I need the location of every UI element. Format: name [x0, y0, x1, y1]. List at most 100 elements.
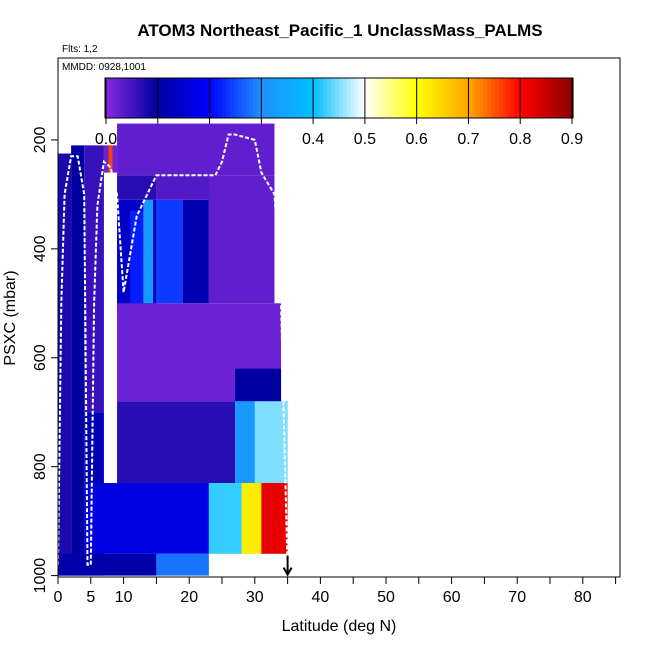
colorbar-swatch	[569, 78, 574, 118]
colorbar-swatch	[124, 78, 129, 118]
colorbar-swatch	[452, 78, 457, 118]
colorbar-swatch	[233, 78, 239, 118]
colorbar-swatch	[210, 78, 215, 118]
colorbar-swatch	[280, 78, 285, 118]
colorbar-swatch	[128, 78, 133, 118]
colorbar-swatch	[268, 78, 274, 118]
colorbar-swatch	[534, 78, 539, 118]
colorbar-swatch	[510, 78, 516, 118]
colorbar-swatch	[140, 78, 145, 118]
colorbar-swatch	[194, 78, 200, 118]
y-tick-label: 600	[32, 344, 49, 371]
colorbar-swatch	[537, 78, 543, 118]
colorbar-swatch	[237, 78, 243, 118]
colorbar-swatch	[393, 78, 399, 118]
colorbar-swatch	[190, 78, 196, 118]
colorbar-swatch	[432, 78, 438, 118]
colorbar-swatch	[502, 78, 508, 118]
colorbar-swatch	[307, 78, 313, 118]
colorbar-swatch	[350, 78, 356, 118]
colorbar-swatch	[506, 78, 512, 118]
colorbar-swatch	[144, 78, 149, 118]
colorbar-swatch	[370, 78, 375, 118]
heatmap-cell	[208, 483, 242, 554]
colorbar-swatch	[198, 78, 204, 118]
x-tick-label: 5	[86, 589, 95, 606]
colorbar-swatch	[136, 78, 141, 118]
colorbar-swatch	[257, 78, 262, 118]
x-tick-label: 10	[115, 589, 133, 606]
colorbar-swatch	[405, 78, 410, 118]
colorbar-swatch	[225, 78, 231, 118]
colorbar-swatch	[413, 78, 418, 118]
colorbar-swatch	[167, 78, 172, 118]
flight-track-line	[57, 133, 289, 571]
heatmap-cell	[254, 401, 288, 484]
colorbar-swatch	[565, 78, 570, 118]
colorbar-swatch	[424, 78, 430, 118]
colorbar-swatch	[319, 78, 324, 118]
colorbar-tick-label: 0.7	[457, 131, 479, 148]
colorbar-swatch	[561, 78, 566, 118]
colorbar-swatch	[346, 78, 352, 118]
colorbar-swatch	[272, 78, 278, 118]
colorbar-swatch	[483, 78, 488, 118]
colorbar-swatch	[444, 78, 449, 118]
colorbar-swatch	[358, 78, 363, 118]
colorbar-swatch	[183, 78, 188, 118]
colorbar-swatch	[459, 78, 465, 118]
colorbar-swatch	[389, 78, 395, 118]
colorbar-swatch	[147, 78, 153, 118]
heatmap-cell	[58, 553, 157, 576]
heatmap-cell	[117, 401, 236, 484]
end-arrow-head	[282, 567, 293, 577]
colorbar-swatch	[401, 78, 406, 118]
x-axis: 0 5 10 20 30 40 50 60 70 80	[54, 577, 617, 606]
colorbar-swatch	[206, 78, 211, 118]
heatmap-cell	[108, 145, 113, 173]
plot-frame	[57, 57, 621, 578]
colorbar-swatch	[186, 78, 192, 118]
colorbar-swatch	[381, 78, 387, 118]
colorbar-swatch	[417, 78, 422, 118]
y-tick-label: 200	[32, 126, 49, 153]
y-axis-label: PSXC (mbar)	[2, 270, 19, 365]
heatmap-cell	[156, 553, 209, 576]
colorbar-swatch	[366, 78, 371, 118]
colorbar-tick-label: 0.0	[95, 131, 117, 148]
colorbar-swatch	[448, 78, 453, 118]
colorbar-swatch	[526, 78, 531, 118]
heatmap-cell	[235, 368, 282, 402]
colorbar-tick-label: 0.5	[354, 131, 376, 148]
heatmap-cell	[182, 199, 209, 304]
colorbar-swatch	[327, 78, 332, 118]
colorbar-swatch	[545, 78, 551, 118]
colorbar-swatch	[163, 78, 168, 118]
chart-title: ATOM3 Northeast_Pacific_1 UnclassMass_PA…	[137, 21, 542, 40]
colorbar-swatch	[112, 78, 118, 118]
colorbar: 0.00.10.20.30.40.50.60.70.80.9	[95, 77, 583, 148]
colorbar-tick-label: 0.8	[509, 131, 531, 148]
colorbar-swatch	[471, 78, 477, 118]
colorbar-swatch	[276, 78, 282, 118]
colorbar-swatch	[315, 78, 321, 118]
x-tick-label: 40	[312, 589, 330, 606]
flights-annotation: Flts: 1,2	[62, 44, 98, 55]
heatmap-cell	[208, 175, 275, 304]
colorbar-swatch	[120, 78, 126, 118]
colorbar-swatch	[549, 78, 555, 118]
heatmap-cell	[130, 210, 144, 304]
colorbar-swatch	[214, 78, 219, 118]
heatmap-cell	[143, 199, 154, 304]
x-tick-label: 30	[246, 589, 264, 606]
heatmap-cell	[241, 483, 262, 554]
y-axis: 200 400 600 800 1000	[32, 126, 58, 593]
colorbar-swatch	[261, 78, 266, 118]
colorbar-swatch	[475, 78, 480, 118]
colorbar-swatch	[335, 78, 340, 118]
colorbar-swatch	[296, 78, 301, 118]
colorbar-swatch	[436, 78, 441, 118]
colorbar-swatch	[171, 78, 176, 118]
colorbar-swatch	[495, 78, 500, 118]
colorbar-swatch	[249, 78, 254, 118]
